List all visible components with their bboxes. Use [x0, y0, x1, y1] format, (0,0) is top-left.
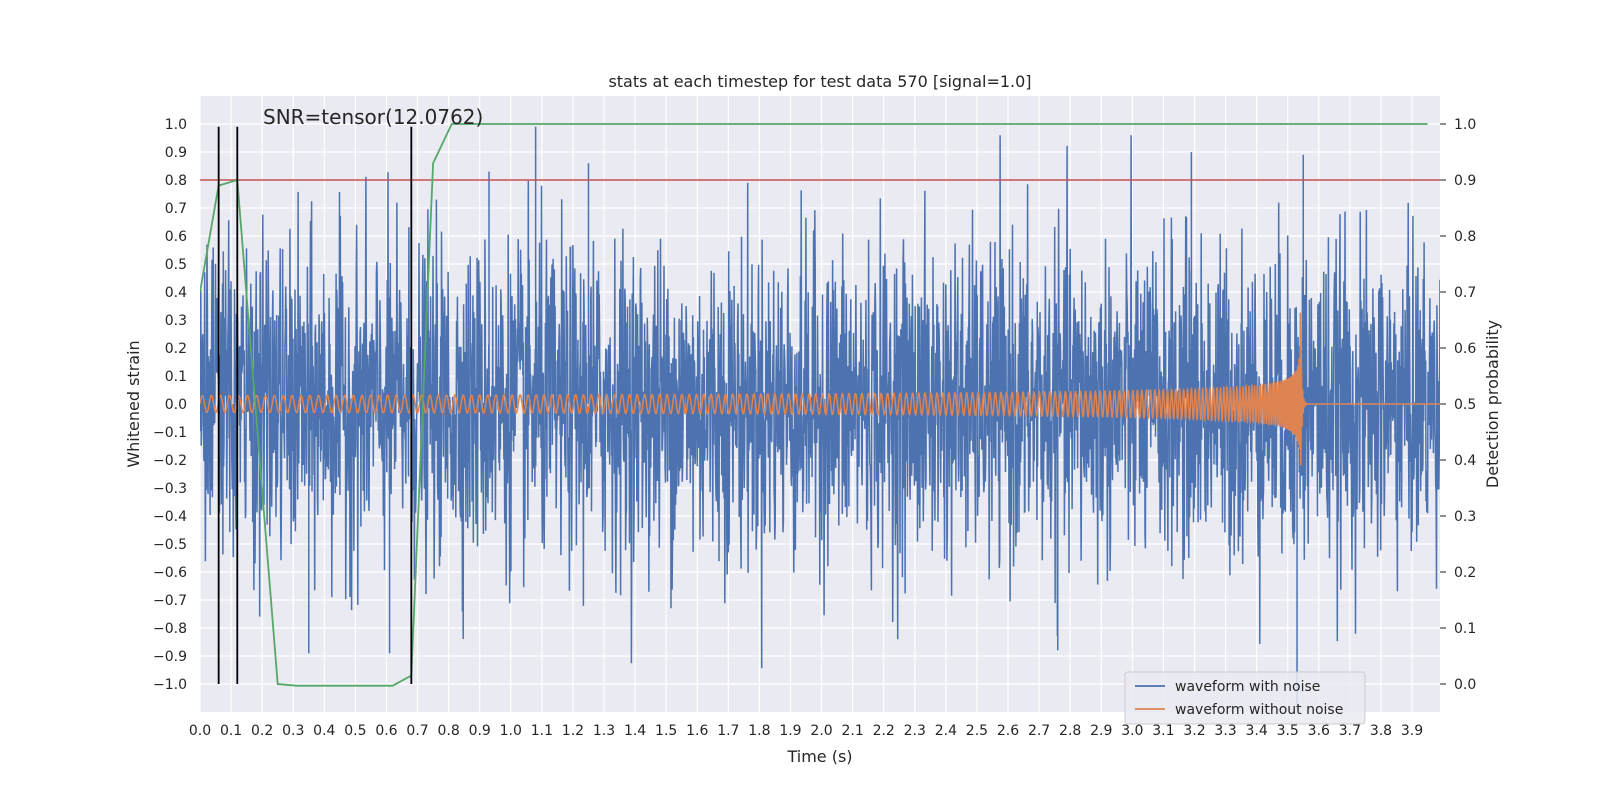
y2-tick-label: 0.0	[1454, 677, 1476, 693]
y-tick-label: 0.4	[165, 285, 187, 301]
y-tick-label: −0.3	[153, 481, 187, 497]
series-line-detection-probability	[200, 123, 1428, 687]
x-tick-label: 3.0	[1121, 723, 1143, 739]
y-axis-label: Whitened strain	[124, 340, 143, 467]
x-tick-label: 3.6	[1308, 723, 1330, 739]
y2-tick-label: 0.5	[1454, 397, 1476, 413]
x-tick-label: 1.9	[779, 723, 801, 739]
x-tick-label: 0.9	[469, 723, 491, 739]
x-tick-label: 2.1	[841, 723, 863, 739]
x-tick-label: 1.0	[500, 723, 522, 739]
y-tick-labels: 1.0 0.9 0.8 0.7 0.6 0.5 0.4 0.3 0.2 0.1 0.0 −0.1 −0.…	[153, 117, 187, 693]
y-tick-label: −1.0	[153, 677, 187, 693]
y2-tick-labels: 1.0 0.9 0.8 0.7 0.6 0.5 0.4 0.3 0.2 0.1 0.0	[1440, 117, 1476, 693]
y-tick-label: 1.0	[165, 117, 187, 133]
x-tick-label: 1.3	[593, 723, 615, 739]
y-tick-label: 0.9	[165, 145, 187, 161]
y-tick-label: −0.4	[153, 509, 187, 525]
x-tick-label: 1.5	[655, 723, 677, 739]
y-tick-label: −0.2	[153, 453, 187, 469]
x-tick-label: 3.7	[1339, 723, 1361, 739]
y-tick-label: −0.5	[153, 537, 187, 553]
x-tick-label: 3.8	[1370, 723, 1392, 739]
x-tick-label: 0.3	[282, 723, 304, 739]
x-tick-label: 2.7	[1028, 723, 1050, 739]
series-area	[200, 123, 1440, 710]
series-line-waveform-without-noise	[200, 312, 1440, 466]
x-tick-label: 0.8	[437, 723, 459, 739]
x-tick-labels: 0.0 0.1 0.2 0.3 0.4 0.5 0.6 0.7 0.8 0.9 1.0 1.1 1.2 1…	[189, 723, 1423, 739]
y-tick-label: 0.6	[165, 229, 187, 245]
legend-box	[1124, 671, 1366, 725]
x-tick-label: 0.2	[251, 723, 273, 739]
y-tick-label: 0.8	[165, 173, 187, 189]
y-tick-label: 0.7	[165, 201, 187, 217]
y-tick-label: 0.3	[165, 313, 187, 329]
y2-tick-label: 0.1	[1454, 621, 1476, 637]
x-axis-label: Time (s)	[786, 747, 852, 766]
y-tick-label: −0.8	[153, 621, 187, 637]
x-tick-label: 0.4	[313, 723, 335, 739]
y-tick-label: −0.1	[153, 425, 187, 441]
x-tick-label: 1.6	[686, 723, 708, 739]
x-tick-label: 1.7	[717, 723, 739, 739]
y2-tick-label: 0.4	[1454, 453, 1476, 469]
y2-axis-label: Detection probability	[1483, 320, 1502, 488]
x-tick-label: 2.5	[966, 723, 988, 739]
y-tick-label: −0.6	[153, 565, 187, 581]
y2-tick-label: 0.6	[1454, 341, 1476, 357]
x-tick-label: 1.2	[562, 723, 584, 739]
x-tick-label: 2.6	[997, 723, 1019, 739]
y-tick-label: 0.5	[165, 257, 187, 273]
legend: waveform with noise waveform without noi…	[1124, 671, 1366, 725]
x-tick-label: 2.4	[935, 723, 957, 739]
x-tick-label: 0.0	[189, 723, 211, 739]
x-tick-label: 0.1	[220, 723, 242, 739]
x-tick-label: 3.2	[1183, 723, 1205, 739]
y2-tick-label: 0.3	[1454, 509, 1476, 525]
snr-annotation: SNR=tensor(12.0762)	[263, 105, 483, 129]
x-tick-label: 3.5	[1277, 723, 1299, 739]
y2-tick-label: 0.8	[1454, 229, 1476, 245]
x-tick-label: 2.0	[810, 723, 832, 739]
chart-title: stats at each timestep for test data 570…	[608, 72, 1031, 91]
x-tick-label: 2.3	[904, 723, 926, 739]
legend-label-noise: waveform with noise	[1175, 679, 1320, 695]
legend-label-clean: waveform without noise	[1175, 702, 1343, 718]
x-tick-label: 2.9	[1090, 723, 1112, 739]
y2-tick-label: 0.9	[1454, 173, 1476, 189]
x-tick-label: 0.5	[344, 723, 366, 739]
y-tick-label: −0.7	[153, 593, 187, 609]
y-tick-label: 0.1	[165, 369, 187, 385]
x-tick-label: 3.3	[1214, 723, 1236, 739]
x-tick-label: 1.8	[748, 723, 770, 739]
x-tick-label: 3.9	[1401, 723, 1423, 739]
y2-tick-label: 0.7	[1454, 285, 1476, 301]
x-tick-label: 1.1	[531, 723, 553, 739]
x-tick-label: 2.2	[873, 723, 895, 739]
x-tick-label: 2.8	[1059, 723, 1081, 739]
x-tick-label: 1.4	[624, 723, 646, 739]
x-tick-label: 0.6	[375, 723, 397, 739]
x-tick-label: 3.4	[1246, 723, 1268, 739]
y-tick-label: 0.0	[165, 397, 187, 413]
y2-tick-label: 1.0	[1454, 117, 1476, 133]
series-line-waveform-with-noise	[200, 135, 1440, 669]
y2-tick-label: 0.2	[1454, 565, 1476, 581]
x-tick-label: 3.1	[1152, 723, 1174, 739]
y-tick-label: −0.9	[153, 649, 187, 665]
y-tick-label: 0.2	[165, 341, 187, 357]
x-tick-label: 0.7	[406, 723, 428, 739]
